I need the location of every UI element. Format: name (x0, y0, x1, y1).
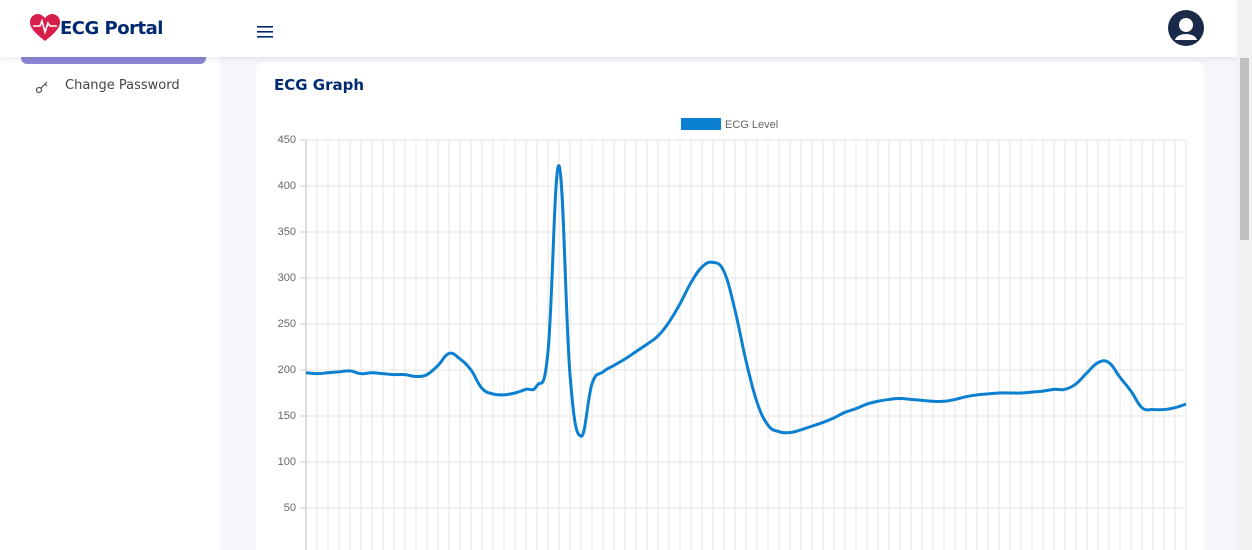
avatar[interactable] (1168, 10, 1204, 46)
scrollbar[interactable] (1237, 0, 1252, 550)
sidebar: Change Password (0, 57, 220, 550)
ecg-line (305, 164, 1187, 438)
y-tick-label: 400 (278, 180, 296, 192)
logo-icon (30, 14, 60, 41)
header: ECG Portal (0, 0, 1237, 57)
legend-label: ECG Level (725, 119, 778, 131)
card: ECG Graph (256, 62, 1204, 550)
y-tick-label: 200 (278, 364, 296, 376)
brand[interactable]: ECG Portal (60, 18, 163, 39)
active-nav-item[interactable] (21, 57, 206, 64)
key-icon (35, 81, 48, 94)
menu-toggle[interactable] (257, 26, 273, 38)
y-tick-label: 350 (278, 226, 296, 238)
y-tick-label: 100 (278, 456, 296, 468)
nav-change-password[interactable]: Change Password (65, 78, 180, 93)
y-tick-label: 300 (278, 272, 296, 284)
y-tick-label: 250 (278, 318, 296, 330)
y-tick-label: 150 (278, 410, 296, 422)
scrollbar-thumb[interactable] (1240, 58, 1249, 240)
legend-swatch (681, 118, 721, 130)
y-tick-label: 50 (284, 502, 296, 514)
card-title: ECG Graph (274, 76, 365, 94)
y-tick-label: 450 (278, 134, 296, 146)
